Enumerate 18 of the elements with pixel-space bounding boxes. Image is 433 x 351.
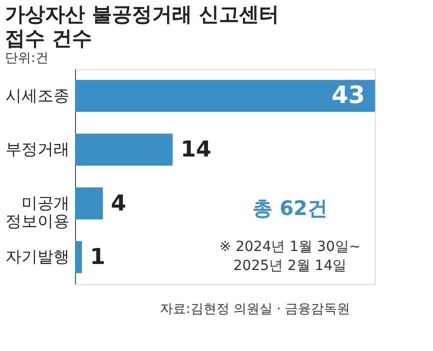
bar [75,80,375,112]
text: 자료:김현정 의원실 · 금융감독원 [160,302,350,317]
y-tick-label: 자기발행 [6,247,70,266]
data-label: 14 [180,138,212,163]
annotation: ※ 2024년 1월 30일~ 2025년 2월 14일 [219,239,361,274]
chart-subtitle: 단위:건 [5,51,48,66]
y-tick-label: 시세조종 [6,86,70,105]
data-label: 4 [110,191,126,216]
bar [75,134,173,166]
data-label: 1 [90,245,106,270]
y-tick-label: 미공개 정보이용 [6,193,70,230]
y-tick-label: 부정거래 [6,140,70,159]
annotation: 총 62건 [252,196,328,220]
text: 접수 건수 [5,26,92,50]
bar [75,187,103,220]
data-label: 43 [332,80,365,109]
text: 가상자산 불공정거래 신고센터 [5,2,279,26]
bar [75,241,82,274]
